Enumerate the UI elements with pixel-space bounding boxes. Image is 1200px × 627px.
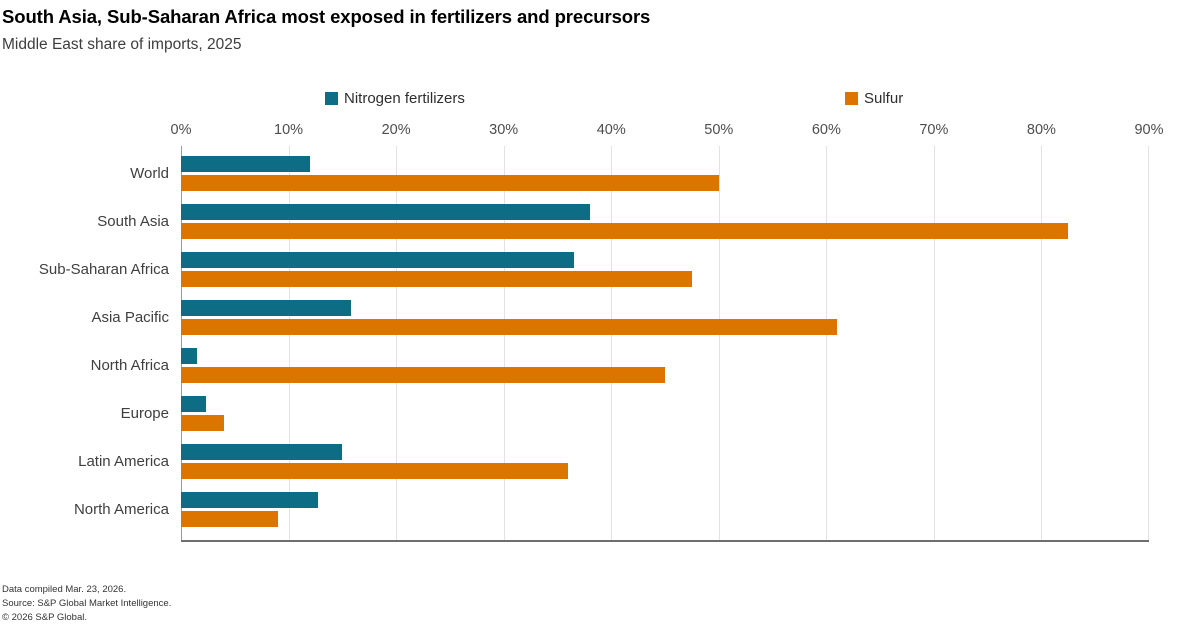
legend-swatch-icon [845,92,858,105]
category-label: South Asia [97,213,169,230]
x-tick: 0% [170,122,192,138]
bar-row [181,348,1149,396]
footnote-source: Source: S&P Global Market Intelligence. [2,598,172,609]
x-axis-ticks: 0% 10% 20% 30% 40% 50% 60% 70% 80% 90% [171,122,1164,140]
category-label: North America [73,501,169,518]
chart-title: South Asia, Sub-Saharan Africa most expo… [2,6,651,27]
bar-row [181,252,1149,300]
gridline [611,146,613,540]
bar-nitrogen-fertilizers [181,396,206,412]
gridline [826,146,828,540]
plot-area [181,146,1149,542]
category-label: Latin America [78,453,169,470]
x-tick: 50% [704,122,734,138]
legend-swatch-icon [325,92,338,105]
category-label: Sub-Saharan Africa [38,261,169,278]
x-axis: 0% 10% 20% 30% 40% 50% 60% 70% 80% 90% [0,122,1200,140]
bar-nitrogen-fertilizers [181,204,590,220]
x-tick: 90% [1134,122,1164,138]
gridline [396,146,398,540]
bar-sulfur [181,223,1069,239]
x-tick: 30% [489,122,519,138]
bar-nitrogen-fertilizers [181,348,198,364]
x-tick: 60% [811,122,841,138]
legend: Nitrogen fertilizers Sulfur [0,90,1200,107]
bar-sulfur [181,463,569,479]
x-tick: 10% [274,122,304,138]
chart-subtitle: Middle East share of imports, 2025 [2,36,242,53]
x-tick: 40% [596,122,626,138]
bar-row [181,204,1149,252]
bar-nitrogen-fertilizers [181,156,311,172]
gridline [933,146,935,540]
x-tick: 20% [381,122,411,138]
bar-sulfur [181,511,278,527]
footnote-compiled: Data compiled Mar. 23, 2026. [2,584,127,595]
bar-row [181,444,1149,492]
y-axis-line [181,146,182,540]
legend-label: Sulfur [864,90,904,107]
gridline [288,146,290,540]
legend-item-sulfur: Sulfur [845,90,903,107]
legend-label: Nitrogen fertilizers [344,90,465,107]
bar-sulfur [181,415,225,431]
gridline [1148,146,1149,540]
category-label: Asia Pacific [91,309,169,326]
bar-nitrogen-fertilizers [181,444,343,460]
bar-sulfur [181,175,719,191]
footnote-copyright: © 2026 S&P Global. [2,612,87,623]
bar-sulfur [181,271,692,287]
bar-sulfur [181,319,838,335]
bar-row [181,156,1149,204]
x-tick: 80% [1026,122,1056,138]
gridline [503,146,505,540]
bar-rows [181,156,1149,540]
x-tick: 70% [919,122,949,138]
bar-sulfur [181,367,665,383]
category-label: World [130,165,169,182]
bar-nitrogen-fertilizers [181,492,318,508]
bar-row [181,492,1149,540]
footer: Data compiled Mar. 23, 2026. Source: S&P… [2,583,1200,625]
bar-row [181,396,1149,444]
category-label: North Africa [90,357,169,374]
axis-spacer [0,122,181,140]
bar-nitrogen-fertilizers [181,300,351,316]
bar-chart: World South Asia Sub-Saharan Africa Asia Pa… [0,146,1200,542]
gridline [718,146,720,540]
bar-row [181,300,1149,348]
bar-nitrogen-fertilizers [181,252,574,268]
gridline [1041,146,1043,540]
category-label: Europe [120,405,169,422]
legend-item-nitrogen-fertilizers: Nitrogen fertilizers [325,90,465,107]
category-labels: World South Asia Sub-Saharan Africa Asia Pa… [0,146,181,542]
gridlines [181,146,1149,540]
